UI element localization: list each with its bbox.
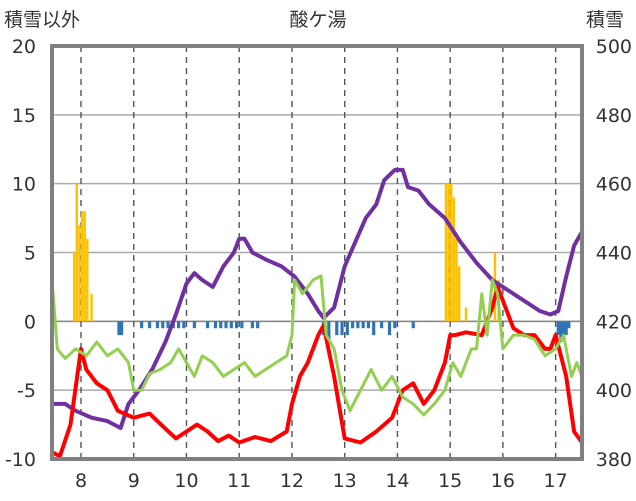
precipitation-bar	[83, 211, 86, 322]
negative-bar	[372, 321, 376, 336]
negative-bar	[366, 321, 371, 329]
x-tick-label: 17	[544, 470, 568, 492]
precipitation-bar	[78, 224, 81, 322]
negative-bar	[393, 321, 397, 329]
negative-bar	[213, 321, 218, 329]
y-right-axis-label: 積雪	[586, 9, 624, 31]
precipitation-bar	[464, 307, 468, 322]
negative-bar	[224, 321, 228, 329]
y-left-axis-label: 積雪以外	[4, 9, 80, 31]
series-lines	[50, 167, 584, 459]
negative-bar	[192, 321, 196, 329]
y-left-tick-label: -5	[17, 380, 36, 402]
tick-labels: -10 -5 0 5 10 15 20 380 400 420 440 460 480 500 8 9 10 11…	[5, 36, 632, 492]
negative-bar	[380, 321, 384, 329]
x-tick-label: 8	[75, 470, 87, 492]
precipitation-bar	[72, 252, 76, 322]
x-tick-label: 15	[438, 470, 462, 492]
y-right-tick-label: 500	[596, 36, 632, 58]
negative-bar	[120, 321, 124, 336]
negative-bar	[345, 321, 349, 336]
x-tick-label: 14	[385, 470, 409, 492]
negative-bar	[561, 321, 566, 336]
negative-bar	[564, 321, 568, 336]
negative-bar	[166, 321, 170, 329]
x-tick-label: 10	[174, 470, 198, 492]
chart-title: 酸ケ湯	[289, 9, 346, 31]
negative-bar	[340, 321, 344, 336]
negative-bar	[411, 321, 415, 329]
negative-bar	[559, 321, 563, 342]
x-tick-label: 12	[280, 470, 304, 492]
negative-bar	[117, 321, 121, 336]
negative-bar	[327, 321, 331, 342]
precipitation-bar	[86, 238, 89, 322]
y-left-tick-label: 5	[24, 243, 36, 265]
y-right-tick-label: 400	[596, 380, 632, 402]
precipitation-bar	[90, 293, 93, 322]
y-right-tick-label: 420	[596, 311, 632, 333]
negative-bar	[182, 321, 186, 329]
negative-bar	[234, 321, 239, 329]
negative-bar	[387, 321, 392, 336]
y-right-tick-label: 460	[596, 174, 632, 196]
plot-frame	[50, 44, 584, 461]
precipitation-bar	[450, 183, 453, 322]
negative-bar	[556, 321, 560, 336]
y-right-tick-label: 380	[596, 449, 632, 471]
x-tick-label: 11	[227, 470, 251, 492]
precipitation-bar	[75, 183, 78, 322]
negative-bar	[350, 321, 355, 329]
y-left-tick-label: 10	[12, 174, 36, 196]
y-right-tick-label: 480	[596, 105, 632, 127]
y-left-tick-label: 15	[12, 105, 36, 127]
negative-bar	[335, 321, 339, 336]
negative-bar	[240, 321, 244, 329]
negative-bar	[256, 321, 260, 329]
negative-bar	[250, 321, 254, 329]
negative-bar	[205, 321, 210, 329]
y-right-tick-label: 440	[596, 243, 632, 265]
negative-bar	[567, 321, 571, 329]
x-tick-label: 13	[333, 470, 357, 492]
precipitation-bar	[452, 197, 456, 322]
negative-bar	[176, 321, 181, 329]
precipitation-bar	[80, 211, 84, 322]
negative-bar	[155, 321, 160, 329]
x-tick-label: 16	[491, 470, 515, 492]
temperature_b-line	[50, 274, 584, 417]
negative-bar	[361, 321, 365, 329]
precipitation-bar	[457, 266, 461, 322]
y-left-tick-label: -10	[5, 449, 36, 471]
negative-bar	[219, 321, 223, 329]
x-tick-label: 9	[128, 470, 140, 492]
negative-bar	[356, 321, 360, 329]
y-left-tick-label: 20	[12, 36, 36, 58]
negative-bar	[140, 321, 144, 329]
negative-bar	[147, 321, 152, 329]
precipitation-bar	[455, 238, 458, 322]
precipitation-bar	[444, 183, 448, 322]
temperature_a-line	[50, 284, 584, 459]
negative-bar	[161, 321, 165, 329]
precipitation-bar	[447, 183, 450, 322]
y-left-tick-label: 0	[24, 311, 36, 333]
negative-bar	[229, 321, 233, 329]
